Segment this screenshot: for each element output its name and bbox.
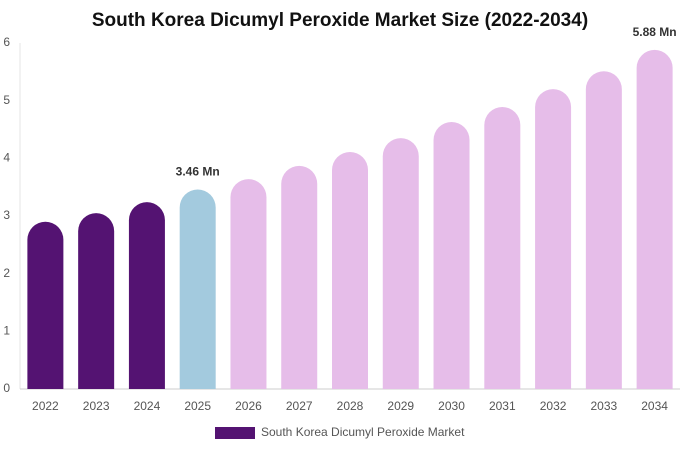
legend-swatch	[215, 427, 255, 439]
x-tick-label: 2030	[438, 399, 465, 413]
bar	[382, 138, 419, 389]
x-tick-label: 2034	[641, 399, 668, 413]
value-label: 5.88 Mn	[633, 25, 677, 39]
x-tick-label: 2023	[83, 399, 110, 413]
bar	[332, 151, 368, 389]
x-tick-label: 2033	[590, 399, 617, 413]
x-tick-label: 2032	[540, 399, 567, 413]
bar	[27, 221, 64, 389]
x-tick-label: 2029	[387, 399, 414, 413]
x-tick-label: 2022	[32, 399, 59, 413]
x-tick-label: 2031	[489, 399, 516, 413]
bar	[484, 107, 521, 389]
y-tick-label: 2	[3, 266, 10, 280]
y-tick-label: 1	[3, 324, 10, 338]
bar	[281, 165, 318, 389]
y-tick-label: 5	[3, 93, 10, 107]
x-tick-label: 2024	[134, 399, 161, 413]
chart-title: South Korea Dicumyl Peroxide Market Size…	[92, 10, 588, 31]
bar	[433, 122, 470, 389]
bar	[128, 202, 165, 389]
x-tick-label: 2027	[286, 399, 313, 413]
y-tick-label: 3	[3, 208, 10, 222]
x-tick-label: 2028	[337, 399, 364, 413]
bar	[636, 49, 673, 390]
y-tick-label: 6	[3, 35, 10, 49]
x-tick-label: 2026	[235, 399, 262, 413]
legend-label: South Korea Dicumyl Peroxide Market	[261, 425, 465, 439]
bar	[535, 89, 572, 389]
bar	[78, 213, 115, 389]
bar	[585, 71, 622, 390]
y-tick-label: 0	[3, 381, 10, 395]
y-tick-label: 4	[3, 151, 10, 165]
x-tick-label: 2025	[184, 399, 211, 413]
bar	[179, 189, 216, 389]
value-label: 3.46 Mn	[176, 165, 220, 179]
bar	[230, 179, 267, 389]
